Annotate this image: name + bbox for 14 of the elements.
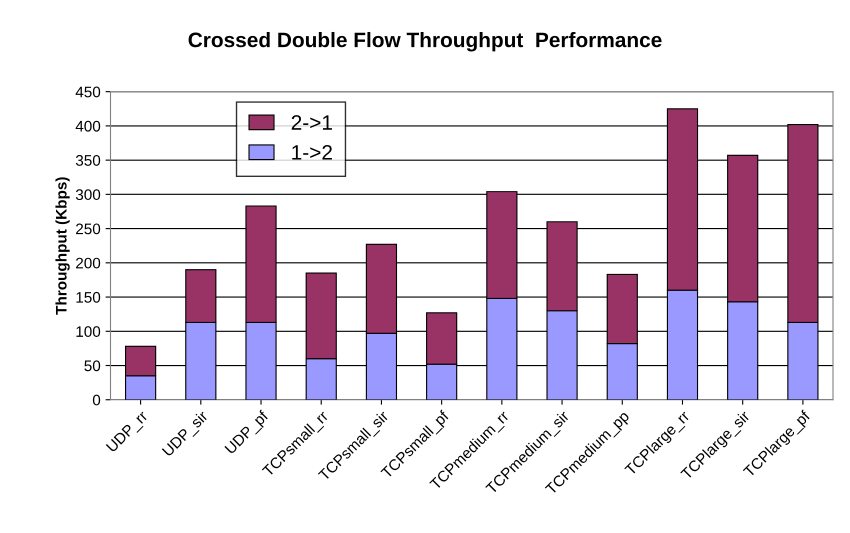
y-axis-title: Throughput (Kbps) [55,177,70,315]
y-tick-label: 0 [92,394,100,406]
y-tick-label: 250 [76,223,100,234]
chart-title: Crossed Double Flow Throughput Performance [188,32,662,52]
legend-label: 2->1 [292,115,332,130]
y-tick-label: 350 [76,155,100,166]
y-tick-label: 200 [76,258,100,269]
y-tick-label: 50 [84,360,100,372]
y-tick-label: 300 [76,189,100,200]
legend-label: 1->2 [292,144,332,160]
y-tick-label: 150 [76,292,100,303]
y-tick-label: 100 [76,326,100,337]
y-tick-label: 450 [76,86,100,98]
y-tick-label: 400 [76,120,100,132]
